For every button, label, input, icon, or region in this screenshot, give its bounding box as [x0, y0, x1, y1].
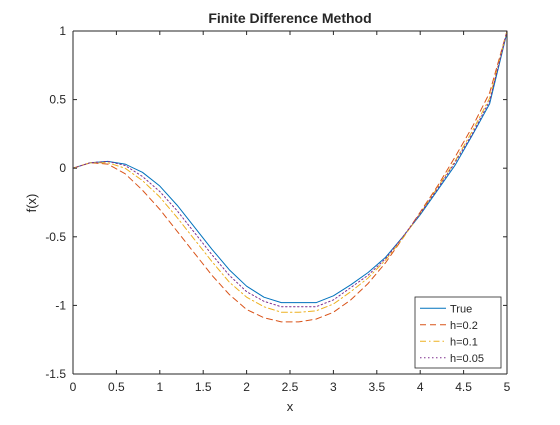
legend-box	[414, 296, 502, 369]
series-line-3	[72, 30, 508, 313]
x-tick-label: 0.5	[108, 380, 125, 394]
x-tick-label: 2	[243, 380, 250, 394]
y-tick-label: 0.5	[49, 93, 66, 107]
y-tick-label: 1	[59, 24, 66, 38]
legend: True h=0.2 h=0.1 h=0.05	[414, 296, 502, 369]
x-tick-label: 2.5	[282, 380, 299, 394]
x-tick-label: 0	[70, 380, 77, 394]
axes: 0 0.5 1 1.5 2 2.5 3 3.5 4 4.5 5 1 0.5 0 -0.5 -1 -1.5	[45, 24, 510, 394]
x-tick-label: 1.5	[195, 380, 212, 394]
x-tick-label: 4.5	[455, 380, 472, 394]
y-tick-label: -1.5	[45, 367, 66, 381]
x-tick-label: 1	[156, 380, 163, 394]
x-axis-label: x	[287, 399, 294, 414]
x-tick-label: 4	[417, 380, 424, 394]
series-lines	[72, 30, 508, 323]
x-tick-label: 5	[504, 380, 511, 394]
legend-label: h=0.2	[450, 320, 478, 332]
series-line-4	[72, 30, 508, 308]
legend-label: h=0.1	[450, 336, 478, 348]
x-tick-label: 3.5	[368, 380, 385, 394]
y-tick-label: -0.5	[45, 230, 66, 244]
y-tick-label: -1	[55, 298, 66, 312]
legend-label: True	[450, 303, 472, 315]
x-tick-label: 3	[330, 380, 337, 394]
series-line-1	[72, 31, 508, 304]
chart-title: Finite Difference Method	[208, 10, 371, 26]
y-axis-label: f(x)	[24, 194, 39, 213]
series-line-2	[72, 30, 508, 323]
legend-label: h=0.05	[450, 353, 484, 365]
y-tick-label: 0	[59, 161, 66, 175]
